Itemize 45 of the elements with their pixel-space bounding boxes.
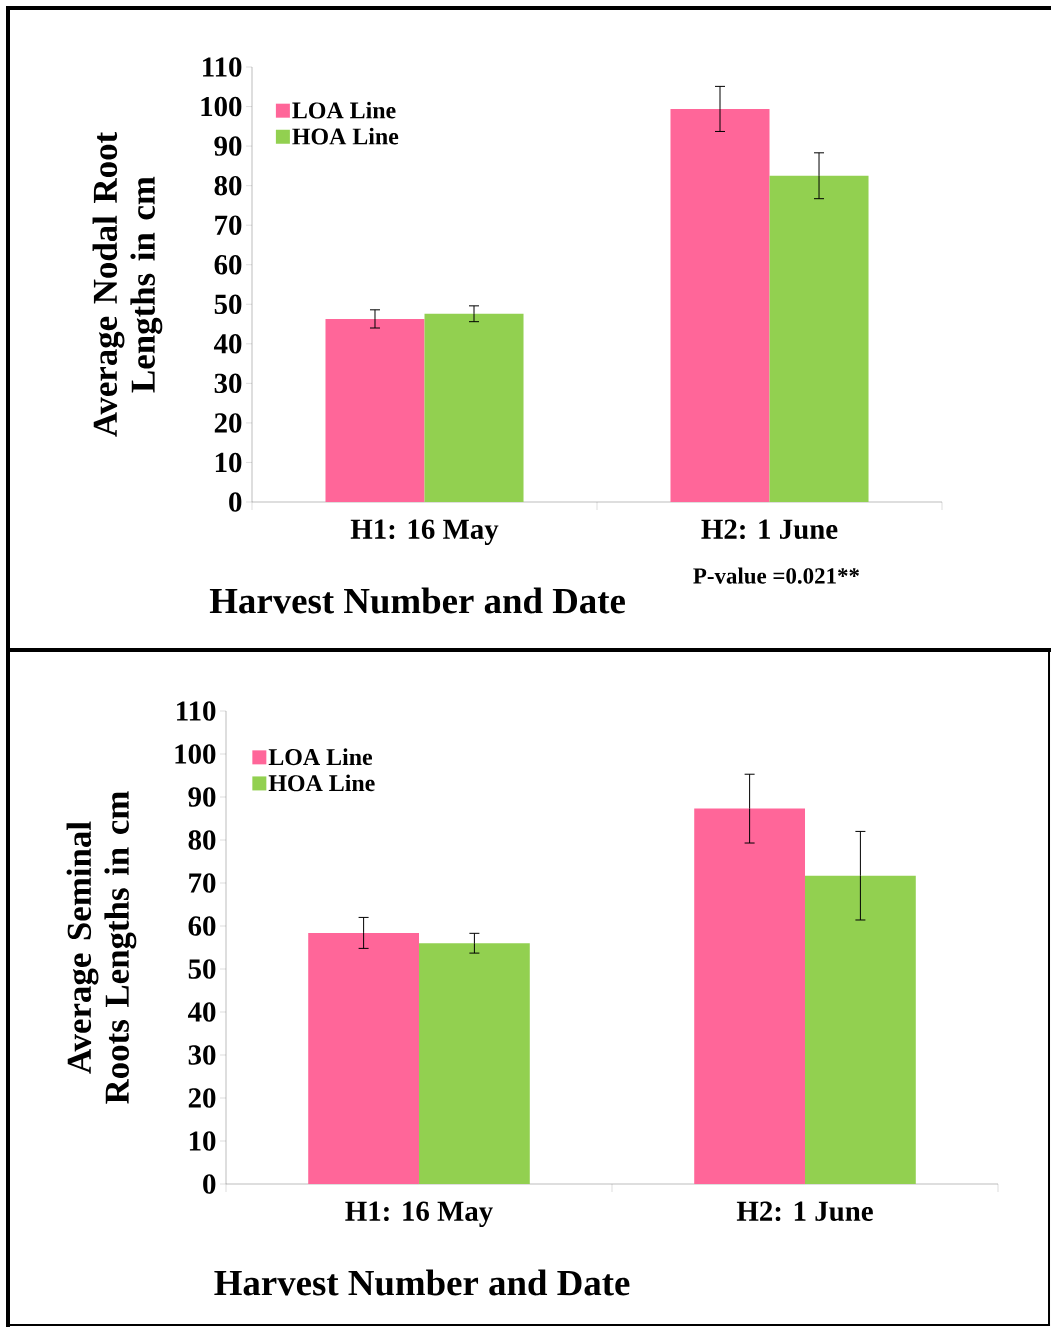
x-tick-label: H2: 1 June <box>701 519 838 540</box>
x-tick-label: H1: 16 May <box>350 519 499 545</box>
bar <box>805 875 916 1185</box>
bar <box>769 175 869 503</box>
y-tick-label: 80 <box>188 830 216 850</box>
y-tick-label: 100 <box>175 744 216 764</box>
y-tick-label: 60 <box>214 254 242 275</box>
y-tick-label: 0 <box>203 1174 216 1194</box>
bar <box>670 108 770 503</box>
bar <box>424 313 524 503</box>
bar <box>308 932 419 1185</box>
x-tick-label: H2: 1 June <box>736 1201 873 1222</box>
y-tick-label: 30 <box>188 1045 216 1065</box>
y-tick-label: 20 <box>214 413 242 433</box>
y-tick-label: 110 <box>203 57 242 77</box>
legend-label: HOA Line <box>292 127 399 145</box>
bar <box>694 808 806 1185</box>
y-tick-label: 70 <box>215 215 242 235</box>
y-tick-label: 50 <box>214 294 242 315</box>
y-tick-label: 40 <box>213 334 242 354</box>
y-tick-label: 10 <box>189 1131 216 1151</box>
x-axis-title: Harvest Number and Date <box>209 587 625 614</box>
y-tick-label: 10 <box>215 452 242 473</box>
legend-label: LOA Line <box>268 748 372 766</box>
x-axis-title: Harvest Number and Date <box>214 1269 630 1296</box>
y-tick-label: 90 <box>188 787 216 807</box>
y-tick-label: 0 <box>229 492 242 512</box>
bar <box>419 943 530 1185</box>
y-tick-label: 20 <box>188 1088 216 1108</box>
y-tick-label: 100 <box>201 96 242 117</box>
text: P-value =0.021** <box>693 567 859 584</box>
y-tick-label: 30 <box>214 373 242 394</box>
bar <box>325 318 425 503</box>
y-tick-label: 40 <box>187 1002 216 1022</box>
y-tick-label: 90 <box>214 136 242 156</box>
legend-label: LOA Line <box>292 101 396 119</box>
y-tick-label: 70 <box>189 873 216 893</box>
y-axis-title: Average Nodal Root Lengths in cm <box>92 132 163 437</box>
x-tick-label: H1: 16 May <box>345 1201 493 1227</box>
legend-label: HOA Line <box>268 774 375 792</box>
y-tick-label: 60 <box>188 916 216 936</box>
y-axis-title: Average Seminal Roots Lengths in cm <box>66 791 137 1104</box>
y-tick-label: 50 <box>188 959 216 979</box>
y-tick-label: 110 <box>177 701 216 721</box>
y-tick-label: 80 <box>214 175 242 196</box>
